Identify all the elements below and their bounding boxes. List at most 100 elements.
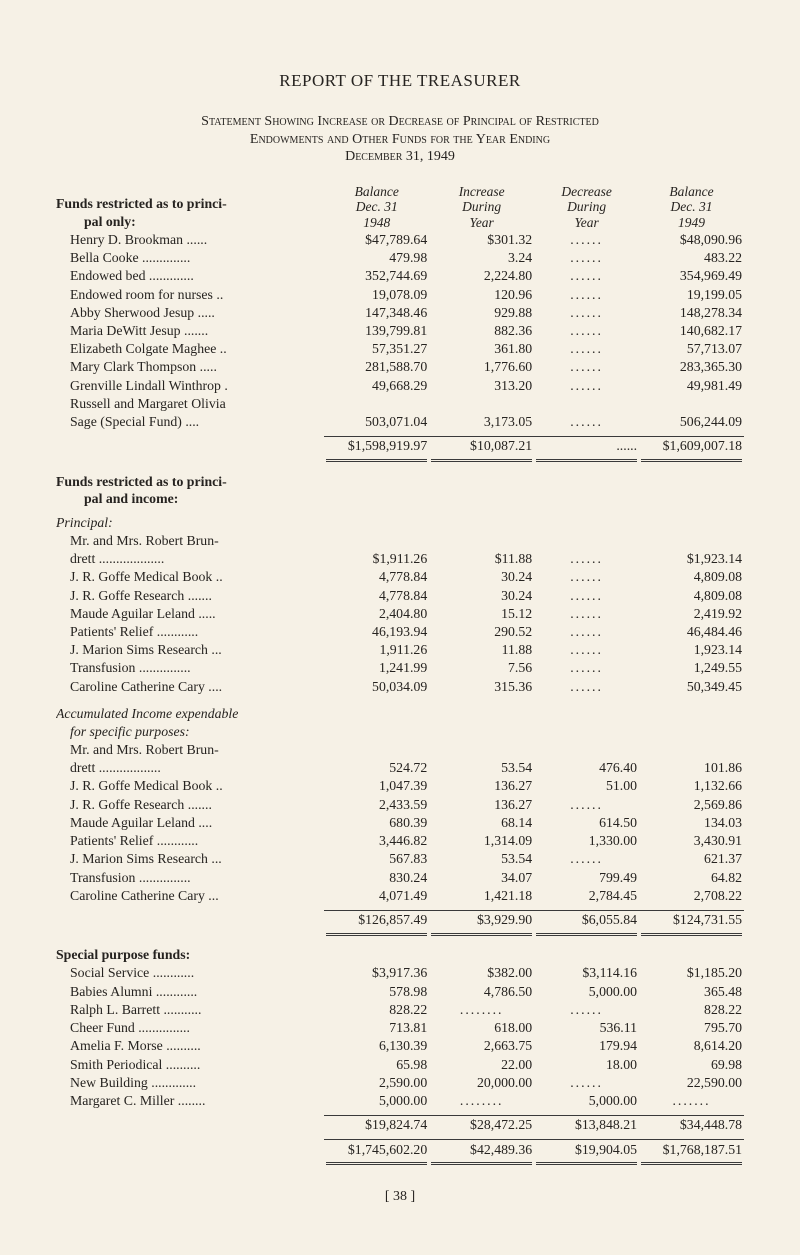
row-value: $3,114.16 [534, 964, 639, 982]
page-number: [ 38 ] [56, 1188, 744, 1206]
row-value: 4,809.08 [639, 568, 744, 586]
row-value: 283,365.30 [639, 358, 744, 376]
row-value: 1,047.39 [324, 777, 429, 795]
row-label: Russell and Margaret Olivia [56, 394, 324, 412]
row-value: 713.81 [324, 1019, 429, 1037]
row-value: ....... [639, 1092, 744, 1110]
row-label: J. R. Goffe Medical Book .. [56, 568, 324, 586]
row-value: 1,314.09 [429, 832, 534, 850]
s1-total-d: $1,609,007.18 [639, 436, 744, 455]
row-label: New Building ............. [56, 1073, 324, 1091]
table-row: drett ...................$1,911.26$11.88… [56, 550, 744, 568]
section-2-sub-principal: Principal: [56, 508, 744, 532]
row-value [324, 394, 429, 412]
row-value: 567.83 [324, 850, 429, 868]
row-value: 57,713.07 [639, 340, 744, 358]
row-value: 281,588.70 [324, 358, 429, 376]
row-value: 536.11 [534, 1019, 639, 1037]
row-value: 19,078.09 [324, 285, 429, 303]
table-row: J. R. Goffe Medical Book ..1,047.39136.2… [56, 777, 744, 795]
s2-total-b: $3,929.90 [429, 910, 534, 929]
row-value: 139,799.81 [324, 321, 429, 339]
row-value: 3,173.05 [429, 413, 534, 431]
row-value: 68.14 [429, 813, 534, 831]
row-value: 503,071.04 [324, 413, 429, 431]
row-label: Ralph L. Barrett ........... [56, 1000, 324, 1018]
row-value: 4,778.84 [324, 586, 429, 604]
row-value: 64.82 [639, 868, 744, 886]
row-value: 19,199.05 [639, 285, 744, 303]
table-row: Ralph L. Barrett ...........828.22......… [56, 1000, 744, 1018]
row-value: 4,809.08 [639, 586, 744, 604]
row-value: 46,193.94 [324, 622, 429, 640]
table-row: Caroline Catherine Cary ...4,071.491,421… [56, 886, 744, 904]
row-value: 2,569.86 [639, 795, 744, 813]
s2-total-a: $126,857.49 [324, 910, 429, 929]
row-value: 830.24 [324, 868, 429, 886]
row-value: 578.98 [324, 982, 429, 1000]
table-row: Caroline Catherine Cary ....50,034.09315… [56, 677, 744, 695]
row-value [534, 394, 639, 412]
row-value: $1,911.26 [324, 550, 429, 568]
row-value: ...... [534, 230, 639, 248]
row-value: ...... [534, 641, 639, 659]
col-head-3b: During [534, 199, 639, 215]
row-label: Caroline Catherine Cary .... [56, 677, 324, 695]
statement-line-3: December 31, 1949 [345, 149, 455, 164]
row-value: ...... [534, 285, 639, 303]
row-label: Henry D. Brookman ...... [56, 230, 324, 248]
row-value: ...... [534, 249, 639, 267]
table-row: Transfusion ...............1,241.997.56.… [56, 659, 744, 677]
row-value: ...... [534, 795, 639, 813]
section-2b-head: Accumulated Income expendable for specif… [56, 695, 744, 740]
row-value: ...... [534, 376, 639, 394]
row-value: 1,249.55 [639, 659, 744, 677]
row-value: 3.24 [429, 249, 534, 267]
col-head-4c: 1949 [639, 215, 744, 231]
row-label: Grenville Lindall Winthrop . [56, 376, 324, 394]
row-value: 136.27 [429, 777, 534, 795]
s3-total-a: $19,824.74 [324, 1115, 429, 1134]
col-head-balance-1948-a: Balance [324, 184, 429, 200]
row-value: 1,330.00 [534, 832, 639, 850]
row-value: 2,404.80 [324, 604, 429, 622]
s3-total-b: $28,472.25 [429, 1115, 534, 1134]
row-value: 621.37 [639, 850, 744, 868]
row-value: $1,923.14 [639, 550, 744, 568]
row-value: 34.07 [429, 868, 534, 886]
table-row: Grenville Lindall Winthrop .49,668.29313… [56, 376, 744, 394]
row-label: Margaret C. Miller ........ [56, 1092, 324, 1110]
row-label: Transfusion ............... [56, 868, 324, 886]
row-label: Bella Cooke .............. [56, 249, 324, 267]
row-value: 53.54 [429, 850, 534, 868]
table-row: Smith Periodical ..........65.9822.0018.… [56, 1055, 744, 1073]
row-value: $11.88 [429, 550, 534, 568]
table-row: Abby Sherwood Jesup .....147,348.46929.8… [56, 303, 744, 321]
col-head-2b: During [429, 199, 534, 215]
row-value: 929.88 [429, 303, 534, 321]
row-value: 3,430.91 [639, 832, 744, 850]
row-value: ...... [534, 1000, 639, 1018]
row-value: 147,348.46 [324, 303, 429, 321]
table-row: Social Service ............$3,917.36$382… [56, 964, 744, 982]
row-value: 1,421.18 [429, 886, 534, 904]
row-value: $48,090.96 [639, 230, 744, 248]
row-label: J. R. Goffe Research ....... [56, 795, 324, 813]
table-row: drett ..................524.7253.54476.4… [56, 759, 744, 777]
row-value: 18.00 [534, 1055, 639, 1073]
row-value: ...... [534, 1073, 639, 1091]
row-value: 618.00 [429, 1019, 534, 1037]
row-label: Endowed room for nurses .. [56, 285, 324, 303]
row-value: 51.00 [534, 777, 639, 795]
row-value: 20,000.00 [429, 1073, 534, 1091]
row-value: ...... [534, 604, 639, 622]
row-value: 50,034.09 [324, 677, 429, 695]
row-value: 179.94 [534, 1037, 639, 1055]
table-row: Patients' Relief ............3,446.821,3… [56, 832, 744, 850]
row-value: ...... [534, 586, 639, 604]
row-value: 828.22 [324, 1000, 429, 1018]
statement-line-2: Endowments and Other Funds for the Year … [250, 132, 550, 147]
row-value: 2,419.92 [639, 604, 744, 622]
s2b-pre: Mr. and Mrs. Robert Brun- [56, 740, 744, 758]
table-row: J. R. Goffe Research .......2,433.59136.… [56, 795, 744, 813]
